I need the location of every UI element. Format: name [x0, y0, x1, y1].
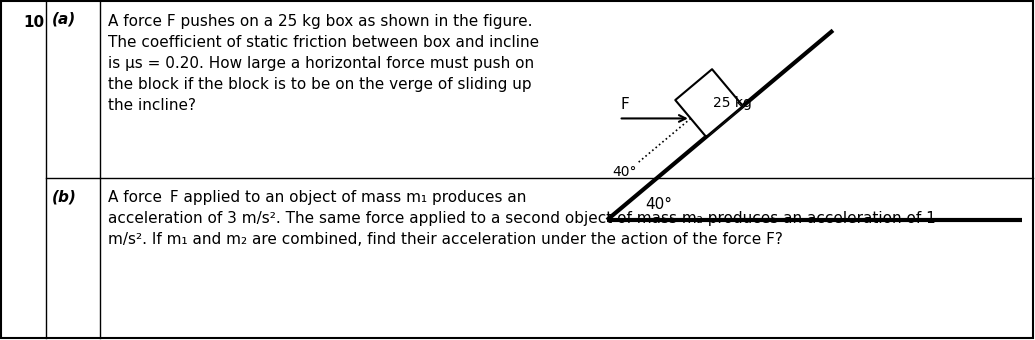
- Text: the incline?: the incline?: [108, 98, 196, 113]
- Text: F: F: [621, 98, 629, 113]
- Text: 40°: 40°: [612, 165, 637, 179]
- Text: 40°: 40°: [645, 197, 672, 212]
- Text: 25 kg: 25 kg: [713, 96, 752, 110]
- Text: the block if the block is to be on the verge of sliding up: the block if the block is to be on the v…: [108, 77, 532, 92]
- Text: 10: 10: [23, 15, 45, 30]
- Text: A force  F applied to an object of mass m₁ produces an: A force F applied to an object of mass m…: [108, 190, 527, 205]
- Text: The coefficient of static friction between box and incline: The coefficient of static friction betwe…: [108, 35, 539, 50]
- Text: (b): (b): [52, 190, 77, 205]
- Text: m/s². If m₁ and m₂ are combined, find their acceleration under the action of the: m/s². If m₁ and m₂ are combined, find th…: [108, 232, 782, 247]
- Polygon shape: [675, 69, 743, 137]
- Text: (a): (a): [52, 12, 77, 27]
- Text: acceleration of 3 m/s². The same force applied to a second object of mass m₂ pro: acceleration of 3 m/s². The same force a…: [108, 211, 936, 226]
- Text: is μs = 0.20. How large a horizontal force must push on: is μs = 0.20. How large a horizontal for…: [108, 56, 534, 71]
- Text: A force F pushes on a 25 kg box as shown in the figure.: A force F pushes on a 25 kg box as shown…: [108, 14, 532, 29]
